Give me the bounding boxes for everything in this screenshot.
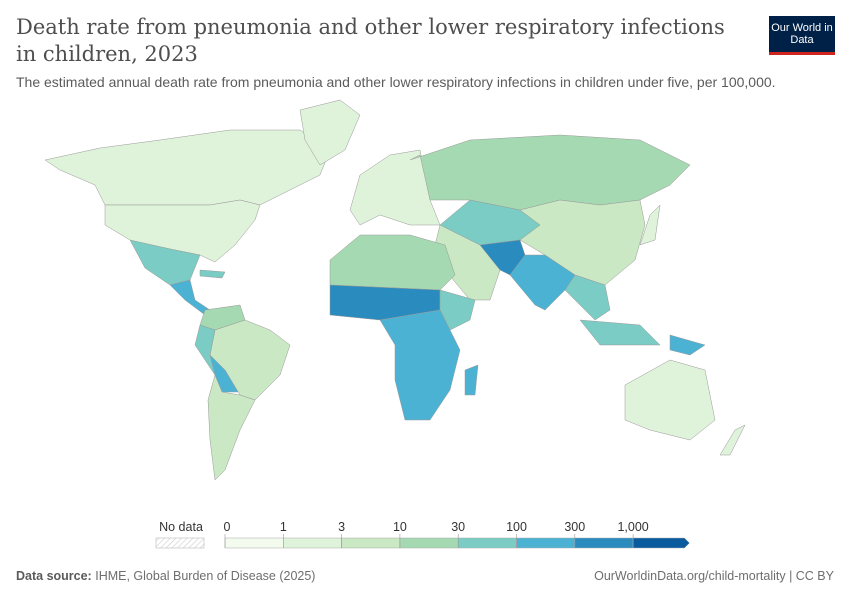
legend-bin-0[interactable] <box>224 537 284 549</box>
map-region-madagascar[interactable] <box>464 364 479 396</box>
map-region-caribbean[interactable] <box>199 269 226 279</box>
map-region-southern-cone[interactable] <box>207 374 256 481</box>
legend-bin-7[interactable] <box>632 537 690 549</box>
map-region-russia[interactable] <box>409 134 691 211</box>
map-region-greenland[interactable] <box>299 99 361 166</box>
map-region-bolivia[interactable] <box>209 354 239 393</box>
map-region-southeast-asia[interactable] <box>564 274 611 321</box>
data-source-text[interactable]: IHME, Global Burden of Disease (2025) <box>95 569 316 583</box>
map-region-china-mongolia[interactable] <box>519 199 646 286</box>
map-region-north-america-north[interactable] <box>44 129 331 206</box>
legend-bin-6[interactable] <box>574 537 634 549</box>
color-legend: No data 0 1 3 10 30 100 300 1,000 <box>155 520 690 549</box>
legend-tick-label: 10 <box>393 520 407 534</box>
map-region-australia[interactable] <box>624 359 716 441</box>
map-region-papua-new-guinea[interactable] <box>669 334 706 356</box>
footer-link[interactable]: OurWorldinData.org/child-mortality | CC … <box>594 569 834 583</box>
legend-tick-label: 30 <box>451 520 465 534</box>
legend-bin-3[interactable] <box>399 537 459 549</box>
legend-no-data-label: No data <box>159 520 203 534</box>
map-region-central-southern-africa[interactable] <box>379 309 461 421</box>
legend-tick-label: 100 <box>506 520 527 534</box>
legend-bin-1[interactable] <box>283 537 342 549</box>
map-region-europe[interactable] <box>349 149 441 226</box>
legend-bin-2[interactable] <box>341 537 401 549</box>
legend-bin-5[interactable] <box>516 537 576 549</box>
legend-tick-label: 1,000 <box>617 520 648 534</box>
legend-tick-label: 1 <box>280 520 287 534</box>
map-region-north-africa[interactable] <box>329 234 456 291</box>
world-map[interactable] <box>0 95 850 505</box>
legend-tick-label: 300 <box>564 520 585 534</box>
legend-no-data-swatch <box>155 537 205 549</box>
map-region-horn-of-africa[interactable] <box>439 289 476 331</box>
map-region-japan[interactable] <box>639 204 661 246</box>
legend-bin-4[interactable] <box>457 537 517 549</box>
owid-logo[interactable]: Our World in Data <box>769 16 835 55</box>
chart-title: Death rate from pneumonia and other lowe… <box>16 15 725 66</box>
legend-tick-label: 0 <box>224 520 231 534</box>
chart-subtitle: The estimated annual death rate from pne… <box>16 74 776 90</box>
map-region-central-america[interactable] <box>169 279 211 316</box>
legend-tick-label: 3 <box>338 520 345 534</box>
map-region-indonesia[interactable] <box>579 319 661 346</box>
data-source: Data source: IHME, Global Burden of Dise… <box>16 569 316 583</box>
map-region-new-zealand[interactable] <box>719 424 746 456</box>
